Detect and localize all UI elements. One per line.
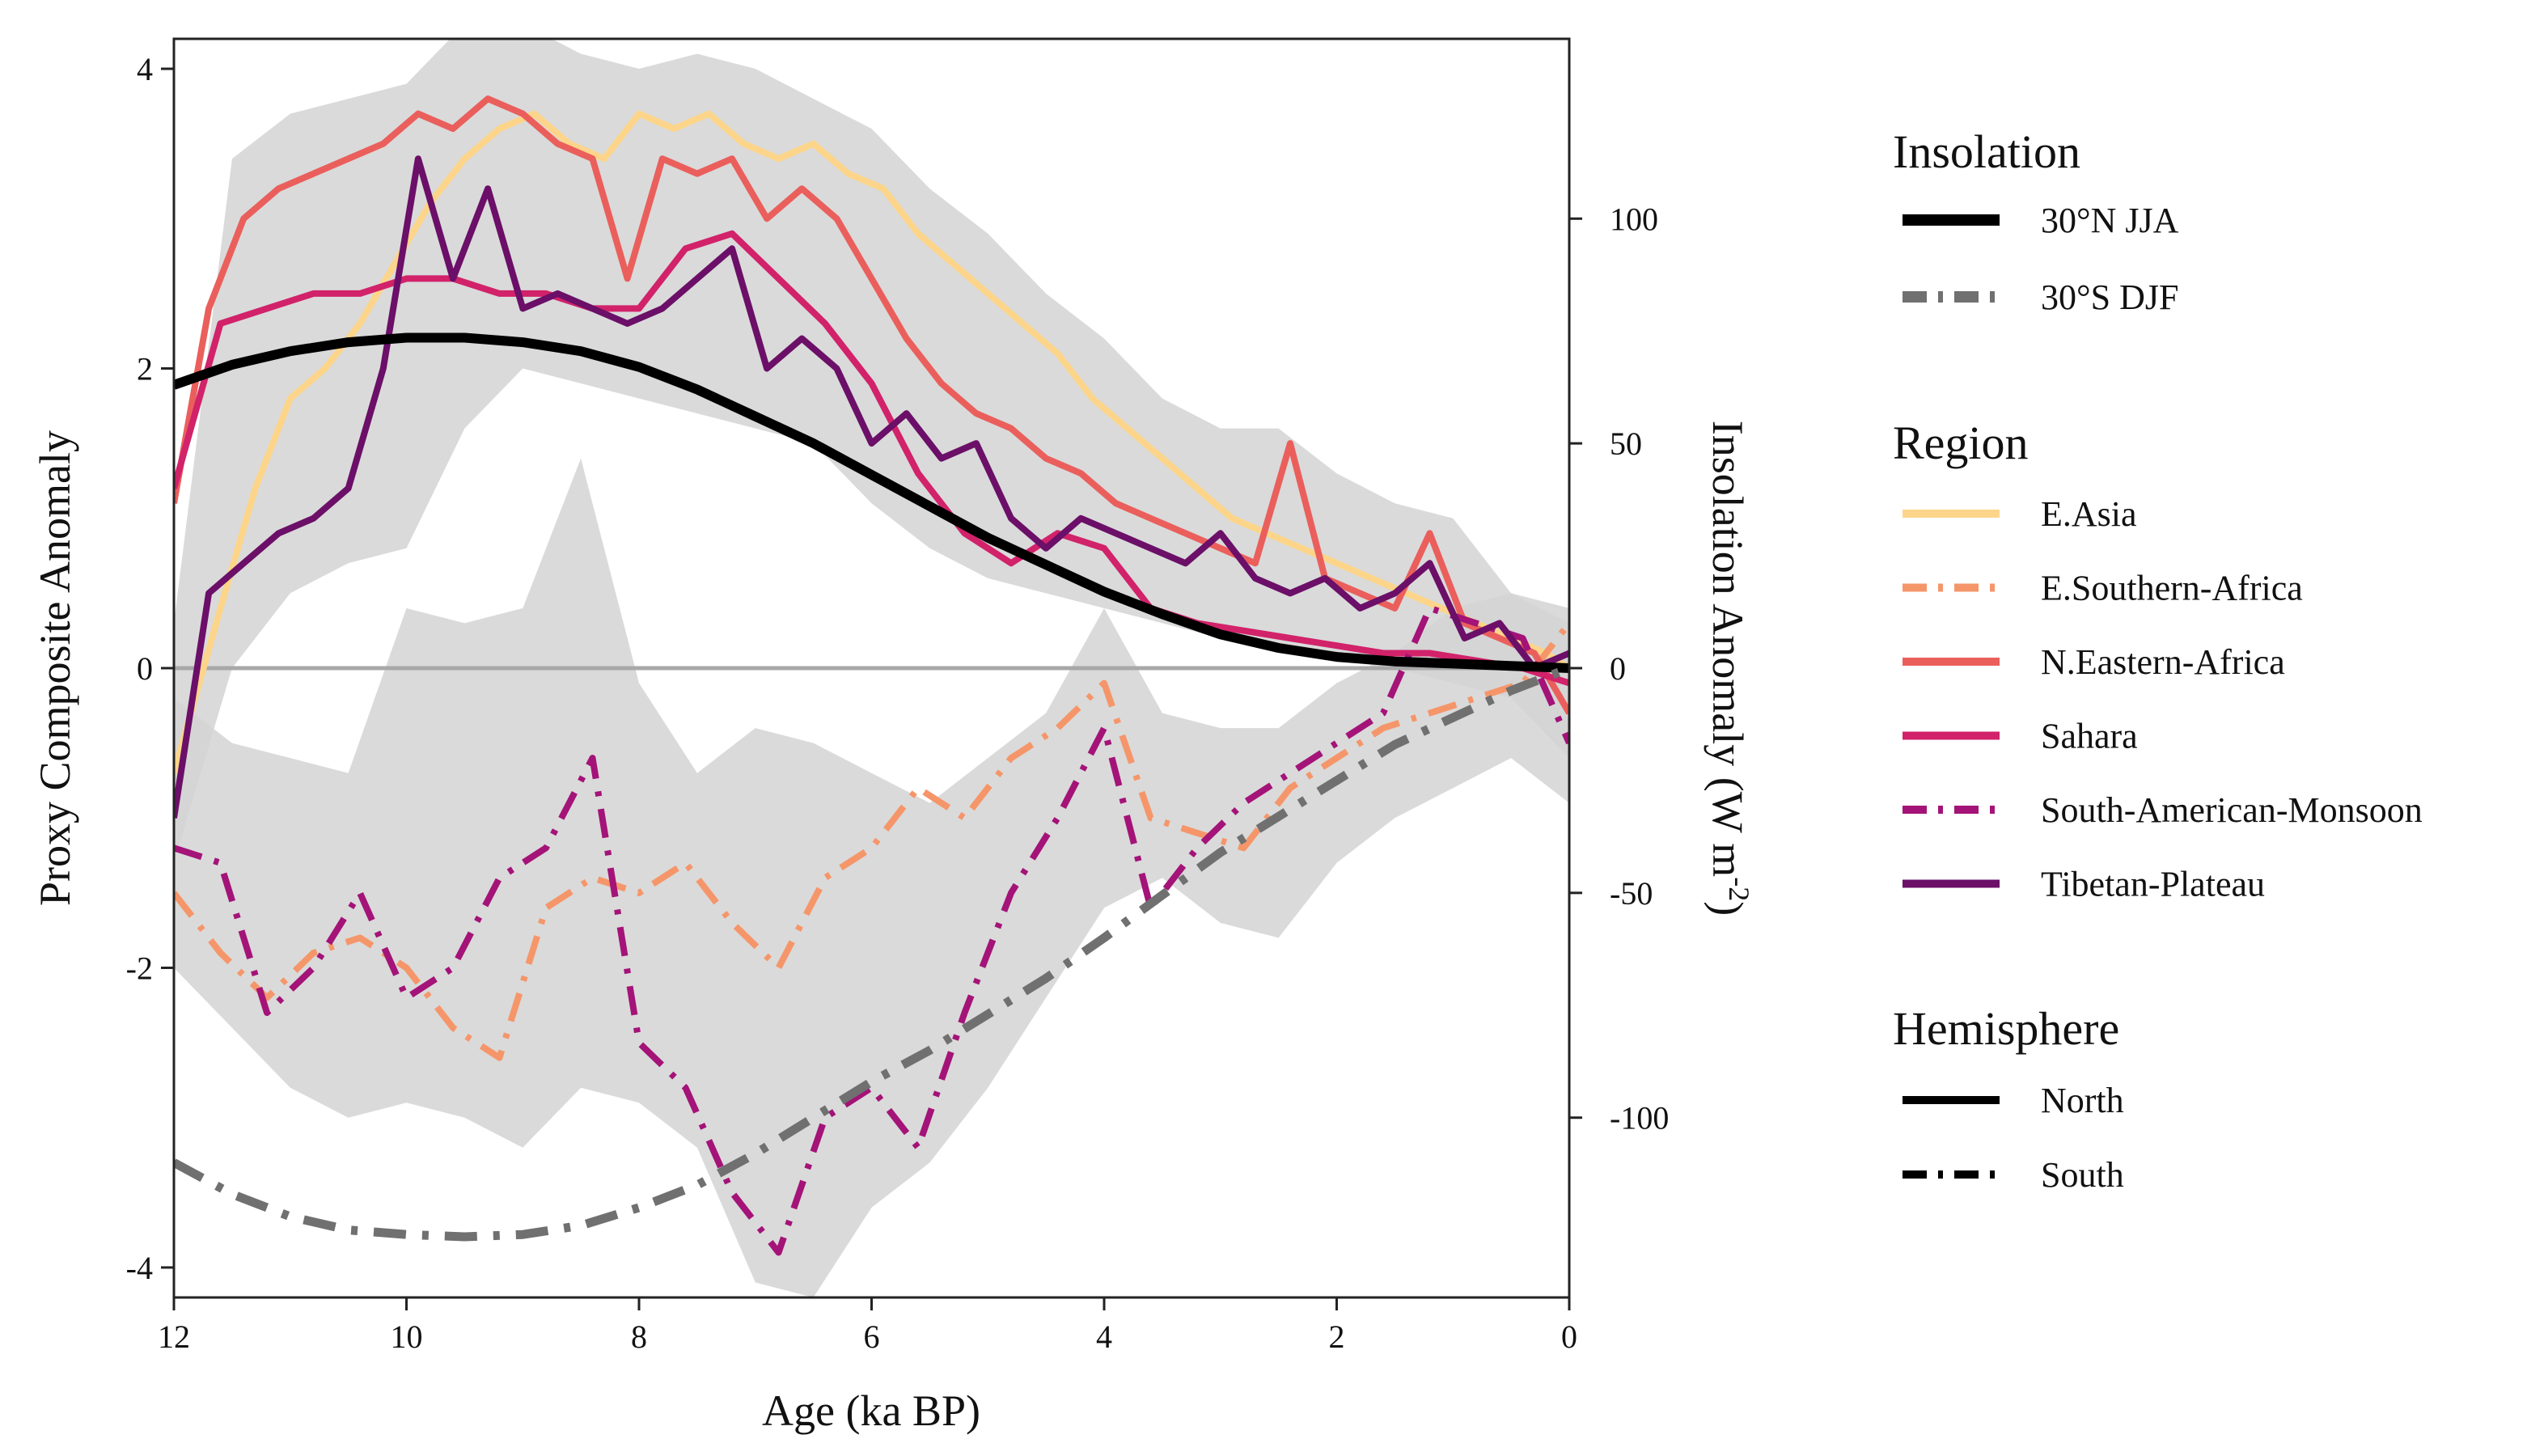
y2-axis-label-sup: -2 [1723,877,1755,901]
x-tick-label: 0 [1561,1318,1577,1355]
legend-insolation-30-s-djf-label: 30°S DJF [2041,277,2178,317]
series-line-n-eastern-africa [174,95,1569,715]
band-north-range [174,39,1569,863]
legend-hemisphere-north-label: North [2041,1081,2124,1120]
legend-region-sahara-label: Sahara [2041,717,2138,756]
x-tick-label: 10 [391,1318,423,1355]
y2-axis-label-close: ) [1704,901,1752,916]
x-tick-label: 6 [864,1318,880,1355]
plot-area [174,39,1569,1297]
y-tick-label: 4 [137,51,153,87]
y2-tick-label: -100 [1610,1100,1669,1136]
insolation-line-30-s-djf [174,663,1569,1242]
x-axis-label: Age (ka BP) [762,1386,980,1435]
series-line-e-southern-africa [174,620,1569,1061]
y-tick-label: -2 [126,950,153,986]
legend: Insolation 30°N JJA 30°S DJF Region E.Asia E.… [1893,125,2423,1195]
y-axis-label: Proxy Composite Anomaly [31,430,79,906]
y-tick-label: 0 [137,650,153,687]
y-axis-right: 100 50 0 -50 -100 [1569,201,1669,1136]
series-layer [174,95,1569,1256]
legend-region-e-southern-africa-label: E.Southern-Africa [2041,569,2303,608]
y2-tick-label: 0 [1610,650,1626,687]
y-tick-label: -4 [126,1250,153,1286]
y2-tick-label: 100 [1610,201,1658,237]
x-tick-label: 4 [1096,1318,1112,1355]
x-tick-label: 8 [631,1318,647,1355]
legend-region-south-american-monsoon-label: South-American-Monsoon [2041,790,2423,830]
legend-region-tibetan-plateau-label: Tibetan-Plateau [2041,865,2265,904]
legend-region-e-asia-label: E.Asia [2041,494,2137,534]
y2-axis-label-main: Insolation Anomaly (W m [1704,421,1752,877]
legend-title-region: Region [1893,417,2029,469]
y2-tick-label: -50 [1610,875,1653,912]
series-line-tibetan-plateau [174,155,1569,819]
y-tick-label: 2 [137,351,153,387]
legend-title-insolation: Insolation [1893,125,2080,178]
y-axis-left: 4 2 0 -2 -4 [126,51,174,1286]
legend-hemisphere-south-label: South [2041,1155,2124,1195]
insolation-line-30-n-jja [174,332,1569,673]
x-tick-label: 2 [1329,1318,1345,1355]
legend-region-n-eastern-africa-label: N.Eastern-Africa [2041,642,2285,682]
y2-axis-label: Insolation Anomaly (W m-2) [1704,421,1755,916]
x-axis: 12 10 8 6 4 2 0 [158,1296,1577,1355]
y2-tick-label: 50 [1610,425,1642,462]
legend-title-hemisphere: Hemisphere [1893,1002,2119,1055]
series-line-sahara [174,230,1569,687]
legend-insolation-30-n-jja-label: 30°N JJA [2041,201,2179,240]
x-tick-label: 12 [158,1318,190,1355]
series-line-e-asia [174,110,1569,774]
